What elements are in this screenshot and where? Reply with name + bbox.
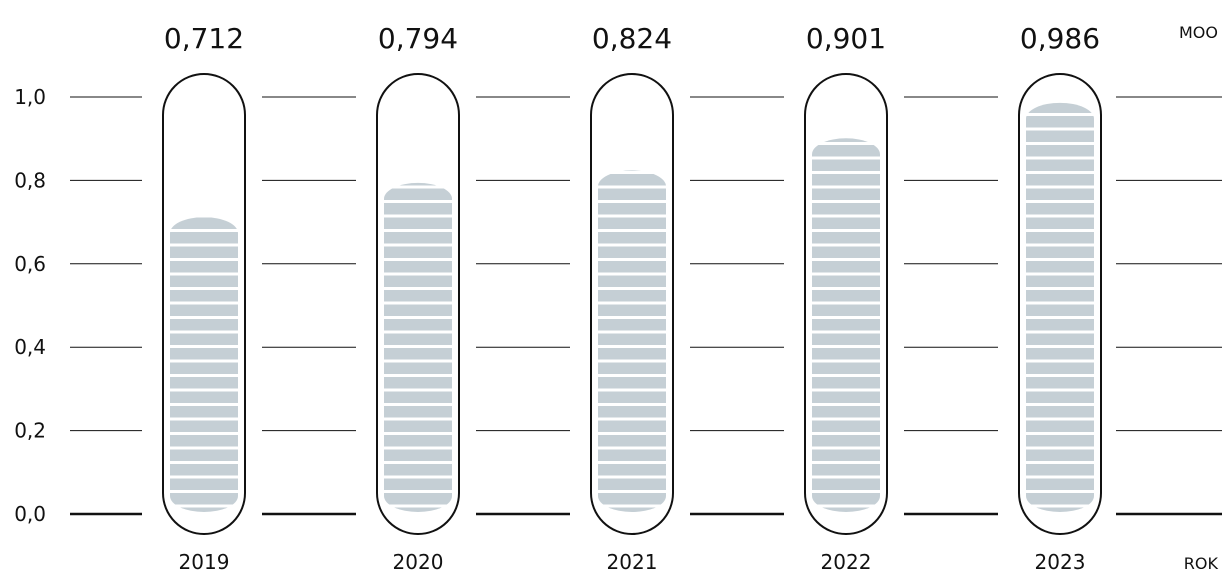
bar-group: 0,712 2019 [162,22,246,574]
bar [598,170,666,512]
data-label: 0,901 [806,22,886,55]
tube-outline [590,73,674,535]
y-axis-title: MOO [1179,23,1218,42]
tube-outline [376,73,460,535]
y-tick-label: 0,2 [14,419,46,443]
bar [384,182,452,513]
tube-outline [1018,73,1102,535]
y-tick-label: 0,0 [14,502,46,526]
bar [812,138,880,512]
x-tick-label: 2021 [607,550,658,574]
x-tick-label: 2023 [1035,550,1086,574]
y-tick-label: 0,8 [14,168,46,192]
x-axis-title: ROK [1184,554,1219,573]
tube-outline [162,73,246,535]
bar [1026,102,1094,512]
bar-group: 0,901 2022 [804,22,888,574]
bar [170,217,238,512]
data-label: 0,794 [378,22,458,55]
y-tick-label: 0,6 [14,252,46,276]
gridlines [70,96,1222,516]
bars: 0,712 2019 0,794 2020 0,824 2021 0,901 2022 0,98… [162,22,1102,574]
bar-group: 0,794 2020 [376,22,460,574]
tube-outline [804,73,888,535]
data-label: 0,824 [592,22,672,55]
y-tick-label: 0,4 [14,335,46,359]
data-label: 0,986 [1020,22,1100,55]
y-axis: 0,0 0,2 0,4 0,6 0,8 1,0 [14,85,46,526]
x-tick-label: 2019 [179,550,230,574]
x-tick-label: 2020 [393,550,444,574]
x-tick-label: 2022 [821,550,872,574]
bar-group: 0,824 2021 [590,22,674,574]
data-label: 0,712 [164,22,244,55]
bar-group: 0,986 2023 [1018,22,1102,574]
y-tick-label: 1,0 [14,85,46,109]
